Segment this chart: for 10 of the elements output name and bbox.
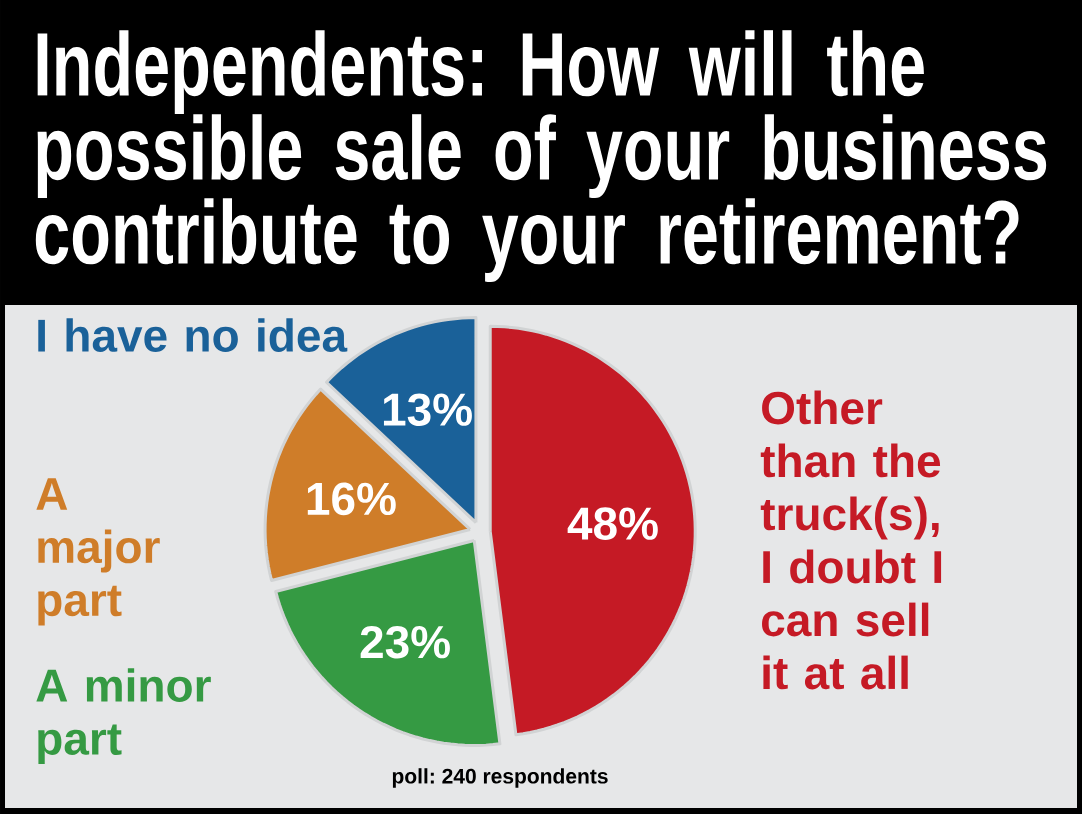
data-label: 23% [360, 625, 450, 659]
text: poll: 240 respondents [392, 768, 608, 788]
slice-label: Other than the truck(s), I doubt I can sell it at all [760, 390, 942, 690]
data-label: 16% [307, 482, 396, 516]
data-label: 13% [383, 393, 472, 427]
data-label: 48% [567, 507, 658, 540]
chart-title: Independents: How will the possible sale of your business contribute to your retirement? [35, 30, 1047, 283]
slice-label: A major part [36, 478, 160, 626]
slice-label: A minor part [36, 668, 211, 765]
slice-label: I have no idea [38, 318, 348, 352]
